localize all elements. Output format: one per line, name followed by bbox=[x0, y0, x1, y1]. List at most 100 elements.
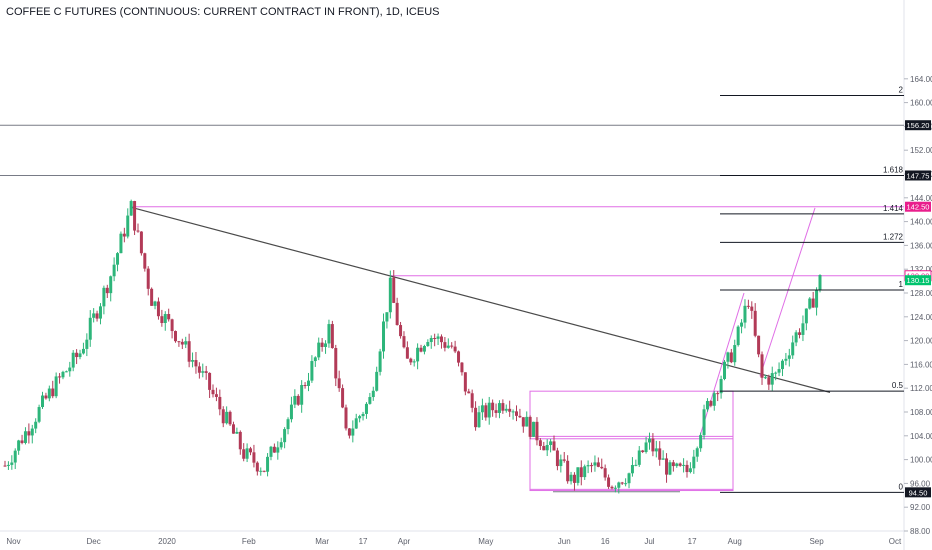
candle-body bbox=[358, 416, 362, 419]
candle-body bbox=[740, 322, 744, 327]
candle-body bbox=[197, 366, 201, 373]
candle-body bbox=[231, 424, 235, 434]
candle-body bbox=[654, 448, 658, 452]
candle-body bbox=[491, 402, 495, 411]
candle-body bbox=[729, 352, 733, 363]
fib-level-label: 0.5 bbox=[892, 381, 904, 390]
candle-body bbox=[354, 418, 358, 429]
pink-channel-line bbox=[699, 292, 745, 436]
y-tick-label: 136.00 bbox=[910, 241, 932, 250]
candle-body bbox=[388, 277, 392, 313]
x-tick-label: Aug bbox=[728, 537, 742, 546]
candle-body bbox=[385, 312, 389, 322]
y-tick-label: 112.00 bbox=[910, 384, 932, 393]
candle-body bbox=[811, 298, 815, 308]
candle-body bbox=[34, 421, 38, 429]
candle-body bbox=[538, 440, 542, 447]
candle-body bbox=[630, 465, 634, 474]
candle-body bbox=[624, 483, 628, 485]
candle-body bbox=[191, 360, 195, 362]
fib-level-label: 2 bbox=[899, 85, 904, 94]
y-tick-label: 88.00 bbox=[910, 527, 931, 536]
candle-body bbox=[426, 342, 430, 347]
price-tag-box bbox=[905, 275, 931, 286]
candle-body bbox=[344, 407, 348, 429]
candle-body bbox=[399, 325, 403, 337]
candle-body bbox=[763, 377, 767, 379]
candle-body bbox=[126, 215, 130, 237]
candle-body bbox=[293, 395, 297, 405]
candle-body bbox=[78, 353, 82, 358]
candle-body bbox=[146, 268, 150, 289]
fib-level-label: 1.272 bbox=[883, 232, 904, 241]
fib-level-label: 1 bbox=[899, 280, 904, 289]
candle-body bbox=[163, 314, 167, 324]
candle-body bbox=[266, 456, 270, 472]
x-tick-label: Mar bbox=[315, 537, 329, 546]
candle-body bbox=[651, 438, 655, 452]
x-tick-label: Dec bbox=[87, 537, 101, 546]
candle-body bbox=[487, 402, 491, 418]
candle-body bbox=[566, 460, 570, 482]
candle-body bbox=[419, 347, 423, 352]
candle-body bbox=[695, 448, 699, 457]
candle-body bbox=[122, 233, 126, 237]
x-tick-label: Oct bbox=[889, 537, 902, 546]
candle-body bbox=[41, 395, 45, 408]
candle-body bbox=[300, 385, 304, 405]
candle-body bbox=[726, 352, 730, 362]
y-tick-label: 160.00 bbox=[910, 99, 932, 108]
x-tick-label: 17 bbox=[688, 537, 697, 546]
candle-body bbox=[361, 413, 365, 417]
candle-body bbox=[716, 393, 720, 395]
candle-body bbox=[617, 482, 621, 488]
candle-body bbox=[324, 343, 328, 347]
candle-body bbox=[641, 450, 645, 452]
candle-body bbox=[815, 289, 819, 308]
candle-body bbox=[549, 441, 553, 445]
candle-body bbox=[760, 354, 764, 378]
x-tick-label: 17 bbox=[359, 537, 368, 546]
candle-body bbox=[313, 357, 317, 362]
candle-body bbox=[422, 346, 426, 352]
fib-level-label: 1.414 bbox=[883, 204, 904, 213]
candle-body bbox=[13, 450, 17, 463]
candle-body bbox=[279, 442, 283, 448]
candle-body bbox=[470, 393, 474, 408]
candle-body bbox=[255, 462, 259, 472]
candle-body bbox=[85, 339, 89, 349]
candle-body bbox=[218, 396, 222, 410]
candle-body bbox=[702, 409, 706, 436]
candle-body bbox=[439, 336, 443, 343]
candle-body bbox=[116, 253, 120, 265]
candle-body bbox=[269, 446, 273, 457]
candle-body bbox=[375, 371, 379, 391]
fib-level-label: 0 bbox=[899, 482, 904, 491]
candle-body bbox=[634, 464, 638, 466]
candle-body bbox=[446, 345, 450, 348]
candle-body bbox=[245, 448, 249, 459]
candle-body bbox=[88, 317, 92, 340]
candle-body bbox=[225, 411, 229, 424]
candle-body bbox=[17, 440, 21, 451]
candle-body bbox=[620, 482, 624, 484]
candle-body bbox=[784, 358, 788, 361]
candle-body bbox=[6, 464, 10, 466]
candle-body bbox=[20, 440, 24, 443]
candle-body bbox=[746, 305, 750, 307]
candle-body bbox=[579, 467, 583, 478]
candle-body bbox=[665, 458, 669, 475]
price-tag-label: 156.20 bbox=[907, 121, 930, 130]
candle-body bbox=[303, 385, 307, 387]
candle-body bbox=[794, 332, 798, 343]
candle-body bbox=[211, 389, 215, 395]
candle-body bbox=[770, 373, 774, 385]
candle-body bbox=[119, 233, 123, 254]
candle-body bbox=[286, 419, 290, 430]
candle-body bbox=[249, 448, 253, 453]
candle-body bbox=[610, 486, 614, 489]
candle-body bbox=[174, 331, 177, 342]
candle-body bbox=[518, 415, 522, 418]
y-tick-label: 128.00 bbox=[910, 289, 932, 298]
candle-body bbox=[51, 388, 55, 397]
